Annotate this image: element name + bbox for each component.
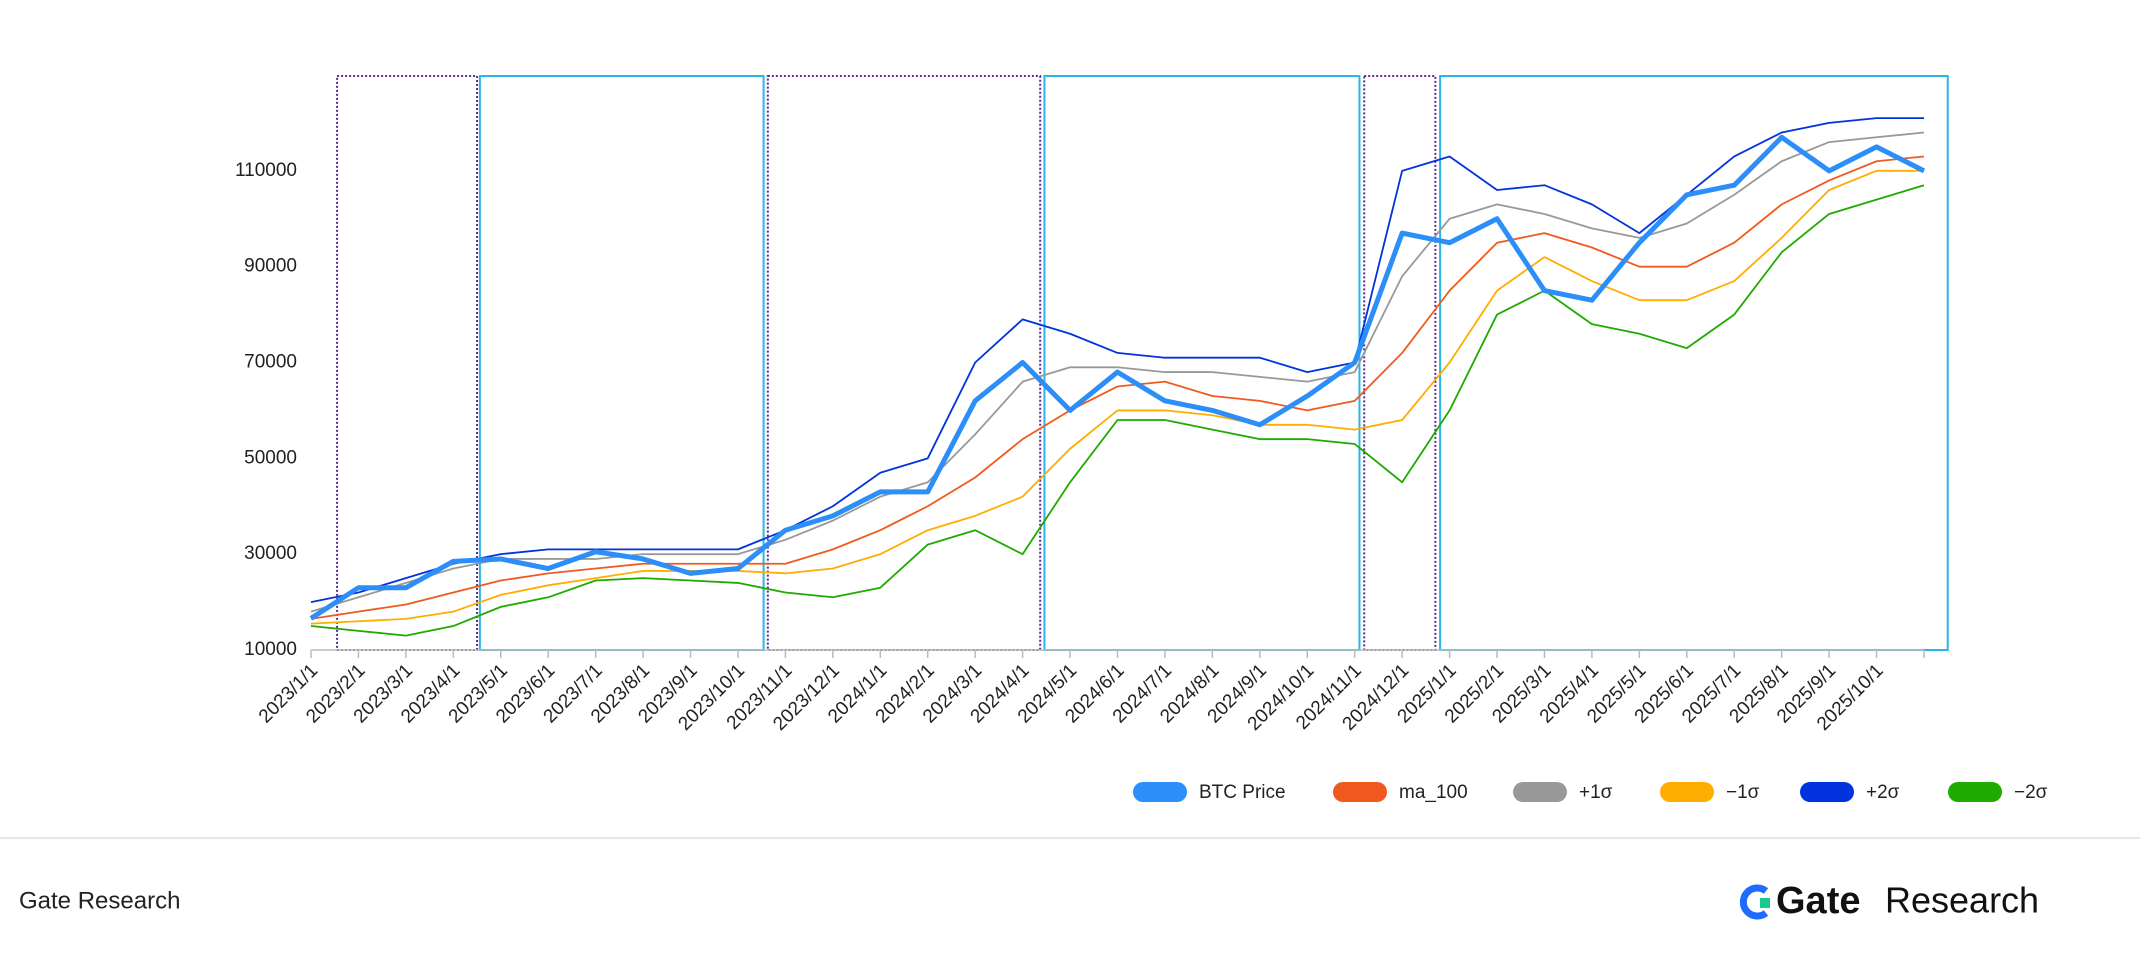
legend-item: BTC Price: [1133, 782, 1286, 803]
legend-label: −1σ: [1726, 782, 1760, 803]
legend-label: +2σ: [1866, 782, 1900, 803]
legend-label: +1σ: [1579, 782, 1613, 803]
series-line: [310, 117, 1924, 603]
legend-item: −1σ: [1660, 782, 1760, 803]
y-tick-label: 50000: [244, 447, 297, 468]
legend-label: −2σ: [2014, 782, 2048, 803]
legend-item: −2σ: [1948, 782, 2048, 803]
logo: Gate Research: [1739, 880, 2039, 922]
logo-icon-square: [1760, 898, 1770, 908]
y-tick-label: 70000: [244, 352, 297, 373]
legend-item: ma_100: [1333, 782, 1468, 803]
y-tick-label: 90000: [244, 256, 297, 277]
period-box: [1363, 75, 1437, 651]
logo-suffix: Research: [1885, 880, 2039, 921]
y-tick-label: 30000: [244, 543, 297, 564]
legend-swatch: [1133, 782, 1187, 802]
legend-swatch: [1800, 782, 1854, 802]
legend-item: +1σ: [1513, 782, 1613, 803]
legend-swatch: [1660, 782, 1714, 802]
legend-label: BTC Price: [1199, 782, 1286, 803]
logo-brand: Gate: [1776, 880, 1860, 922]
series-line: [310, 169, 1924, 625]
logo-icon: [1739, 884, 1769, 920]
series-line: [309, 134, 1926, 621]
legend-swatch: [1333, 782, 1387, 802]
period-box: [336, 75, 479, 651]
y-tick-label: 110000: [235, 160, 297, 181]
series-line: [310, 155, 1925, 620]
period-box: [1439, 75, 1949, 651]
legend-swatch: [1513, 782, 1567, 802]
period-box: [1043, 75, 1361, 651]
series-line: [310, 184, 1925, 637]
period-box: [766, 75, 1042, 651]
legend-label: ma_100: [1399, 782, 1468, 803]
legend-item: +2σ: [1800, 782, 1900, 803]
footer-text: Gate Research: [19, 887, 180, 914]
y-tick-label: 10000: [244, 639, 297, 660]
legend-swatch: [1948, 782, 2002, 802]
